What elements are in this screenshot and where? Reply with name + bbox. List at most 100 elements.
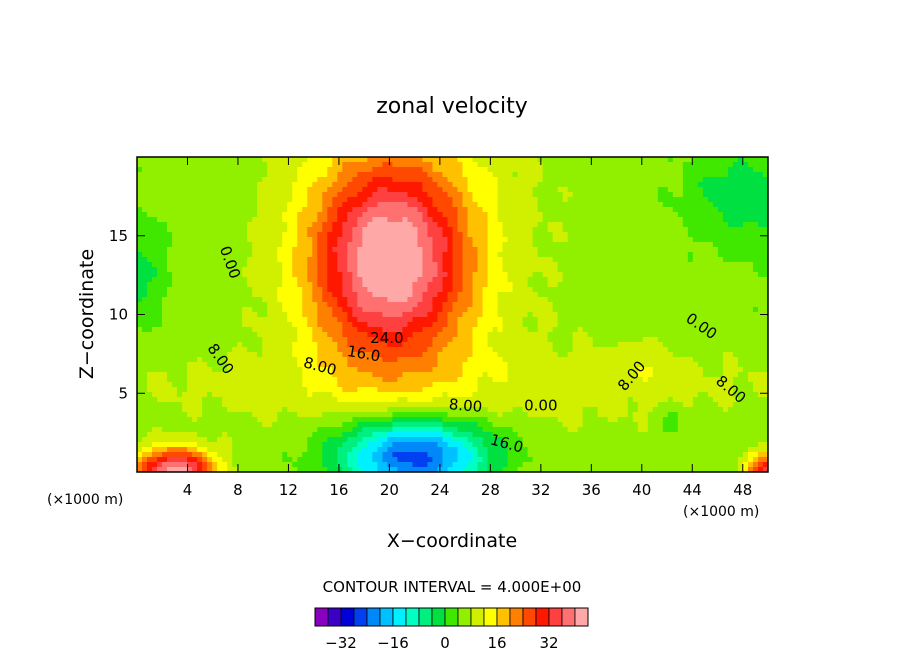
field-cell xyxy=(652,302,659,308)
field-cell xyxy=(627,222,634,228)
field-cell xyxy=(247,267,253,273)
field-cell xyxy=(492,157,499,163)
field-cell xyxy=(412,202,419,208)
field-cell xyxy=(602,187,609,193)
field-cell xyxy=(282,237,288,243)
field-cell xyxy=(427,257,434,263)
field-cell xyxy=(312,327,318,333)
field-cell xyxy=(442,157,449,163)
field-cell xyxy=(387,312,394,318)
field-cell xyxy=(292,182,298,188)
field-cell xyxy=(207,217,213,223)
field-cell xyxy=(417,312,424,318)
field-cell xyxy=(567,222,574,228)
field-cell xyxy=(502,322,509,328)
field-cell xyxy=(627,272,634,278)
field-cell xyxy=(277,247,283,253)
field-cell xyxy=(757,217,764,223)
field-cell xyxy=(157,322,163,328)
field-cell xyxy=(227,342,233,348)
field-cell xyxy=(262,227,268,233)
field-cell xyxy=(667,172,674,178)
field-cell xyxy=(522,332,529,338)
field-cell xyxy=(742,322,749,328)
field-cell xyxy=(287,347,293,353)
field-cell xyxy=(327,317,333,323)
field-cell xyxy=(542,287,549,293)
field-cell xyxy=(492,277,499,283)
field-cell xyxy=(762,242,768,248)
field-cell xyxy=(422,302,429,308)
field-cell xyxy=(512,227,519,233)
field-cell xyxy=(462,352,469,358)
field-cell xyxy=(627,287,634,293)
field-cell xyxy=(157,157,163,163)
field-cell xyxy=(662,287,669,293)
field-cell xyxy=(237,222,243,228)
field-cell xyxy=(722,172,729,178)
field-cell xyxy=(517,177,524,183)
field-cell xyxy=(587,337,594,343)
field-cell xyxy=(732,287,739,293)
field-cell xyxy=(672,292,679,298)
field-cell xyxy=(437,307,444,313)
field-cell xyxy=(667,322,674,328)
field-cell xyxy=(497,297,504,303)
field-cell xyxy=(377,182,383,188)
field-cell xyxy=(342,317,348,323)
field-cell xyxy=(532,187,539,193)
field-cell xyxy=(477,237,484,243)
field-cell xyxy=(397,327,404,333)
field-cell xyxy=(187,302,193,308)
field-cell xyxy=(622,177,629,183)
field-cell xyxy=(627,187,634,193)
field-cell xyxy=(717,292,724,298)
field-cell xyxy=(292,217,298,223)
field-cell xyxy=(707,307,714,313)
field-cell xyxy=(427,167,434,173)
field-cell xyxy=(197,347,203,353)
field-cell xyxy=(602,257,609,263)
field-cell xyxy=(497,332,504,338)
field-cell xyxy=(562,292,569,298)
field-cell xyxy=(347,217,353,223)
field-cell xyxy=(627,227,634,233)
field-cell xyxy=(197,202,203,208)
field-cell xyxy=(197,282,203,288)
field-cell xyxy=(287,222,293,228)
field-cell xyxy=(292,212,298,218)
field-cell xyxy=(577,252,584,258)
field-cell xyxy=(182,302,188,308)
field-cell xyxy=(197,337,203,343)
field-cell xyxy=(437,322,444,328)
field-cell xyxy=(452,262,459,268)
field-cell xyxy=(192,307,198,313)
field-cell xyxy=(512,347,519,353)
field-cell xyxy=(717,237,724,243)
field-cell xyxy=(517,217,524,223)
field-cell xyxy=(687,252,694,258)
field-cell xyxy=(272,192,278,198)
field-cell xyxy=(697,207,704,213)
field-cell xyxy=(187,347,193,353)
field-cell xyxy=(632,337,639,343)
field-cell xyxy=(687,182,694,188)
field-cell xyxy=(207,292,213,298)
field-cell xyxy=(147,272,153,278)
field-cell xyxy=(377,167,383,173)
field-cell xyxy=(627,337,634,343)
field-cell xyxy=(507,252,514,258)
field-cell xyxy=(642,187,649,193)
field-cell xyxy=(257,217,263,223)
field-cell xyxy=(367,242,373,248)
chart-title: zonal velocity xyxy=(376,94,528,119)
field-cell xyxy=(372,287,378,293)
field-cell xyxy=(752,217,759,223)
field-cell xyxy=(157,187,163,193)
field-cell xyxy=(337,217,343,223)
field-cell xyxy=(497,317,504,323)
field-cell xyxy=(267,162,273,168)
field-cell xyxy=(757,302,764,308)
field-cell xyxy=(182,177,188,183)
field-cell xyxy=(572,337,579,343)
